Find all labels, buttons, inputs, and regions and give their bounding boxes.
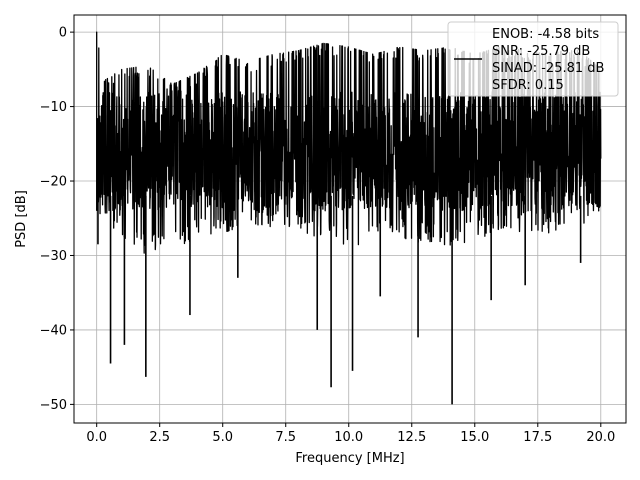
y-tick-label: −40 xyxy=(40,323,67,338)
y-tick-label: −50 xyxy=(40,398,67,413)
x-tick-label: 2.5 xyxy=(149,430,170,445)
x-tick-label: 10.0 xyxy=(334,430,363,445)
legend-entry-enob: ENOB: -4.58 bits xyxy=(492,27,599,42)
psd-series-line xyxy=(96,31,602,254)
y-tick-label: −30 xyxy=(40,249,67,264)
y-axis-label: PSD [dB] xyxy=(14,190,29,248)
plot-frame xyxy=(73,14,627,424)
y-axis: 0 −10 −20 −30 −40 −50 xyxy=(40,26,74,413)
x-axis-label: Frequency [MHz] xyxy=(295,451,404,466)
y-tick-label: −20 xyxy=(40,175,67,190)
y-tick-label: −10 xyxy=(40,100,67,115)
y-tick-label: 0 xyxy=(59,26,67,41)
legend-entry-sfdr: SFDR: 0.15 xyxy=(492,78,564,93)
plot-area xyxy=(96,31,602,405)
x-tick-label: 20.0 xyxy=(586,430,615,445)
x-tick-label: 7.5 xyxy=(275,430,296,445)
x-tick-label: 12.5 xyxy=(397,430,426,445)
x-tick-label: 17.5 xyxy=(523,430,552,445)
legend-entry-snr: SNR: -25.79 dB xyxy=(492,44,590,59)
legend-entry-sinad: SINAD: -25.81 dB xyxy=(492,61,604,76)
x-tick-label: 5.0 xyxy=(212,430,233,445)
x-tick-label: 15.0 xyxy=(460,430,489,445)
x-tick-label: 0.0 xyxy=(86,430,107,445)
legend: ENOB: -4.58 bits SNR: -25.79 dB SINAD: -… xyxy=(447,21,619,97)
legend-box xyxy=(447,21,619,97)
x-axis: 0.0 2.5 5.0 7.5 10.0 12.5 15.0 17.5 20.0 xyxy=(86,423,615,445)
